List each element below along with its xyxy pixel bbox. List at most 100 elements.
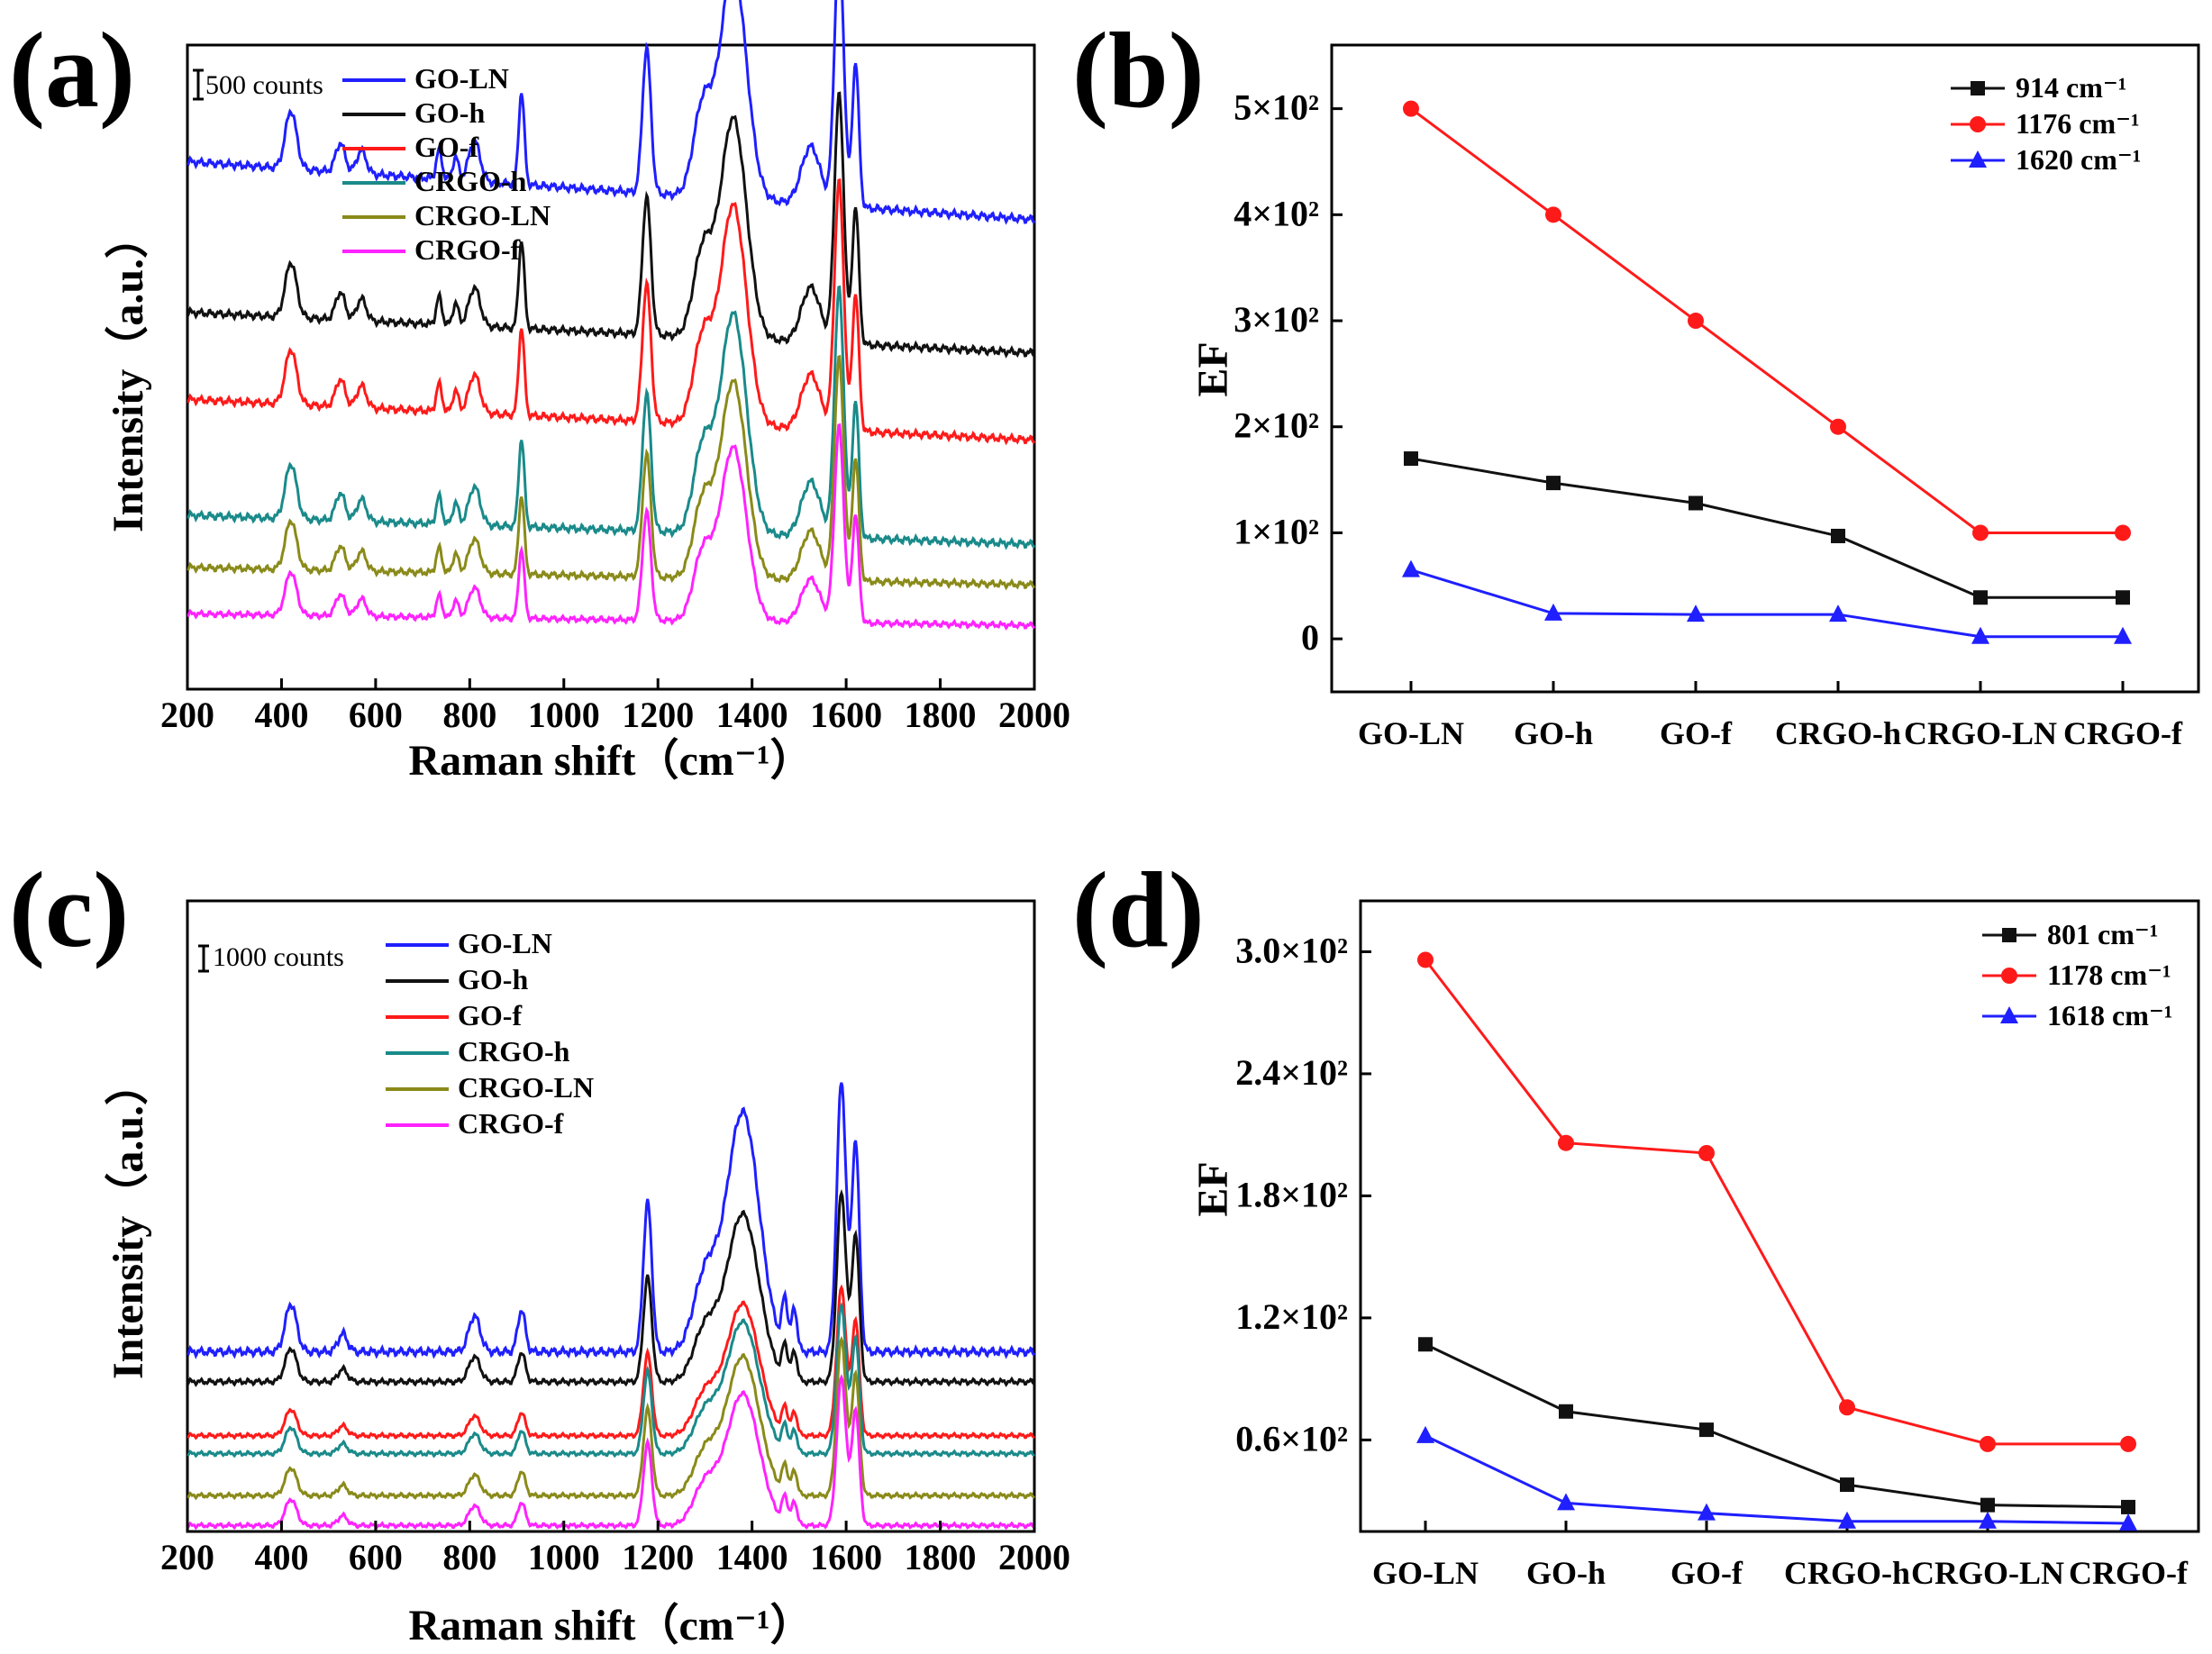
panel-d-x-category-label: CRGO-LN	[1911, 1555, 2064, 1591]
panel-c-x-tick-label: 1000	[528, 1537, 600, 1577]
panel-d-data-point	[1417, 951, 1434, 968]
panel-d-data-point	[1979, 1511, 1997, 1529]
panel-b-data-point	[1403, 100, 1419, 117]
panel-b-data-point	[1829, 604, 1847, 623]
panel-c-legend-label: CRGO-h	[458, 1035, 570, 1068]
panel-a-legend-label: GO-f	[414, 131, 478, 163]
panel-b-data-point	[1404, 451, 1418, 467]
panel-b-data-point	[1546, 476, 1561, 491]
panel-a-x-tick-label: 1400	[716, 695, 788, 735]
panel-b-data-point	[1688, 313, 1704, 330]
panel-c-x-tick-label: 1400	[716, 1537, 788, 1577]
panel-b-x-category-label: CRGO-f	[2063, 715, 2183, 751]
panel-a-label: (a)	[9, 10, 135, 130]
panel-d-data-point	[1980, 1497, 1995, 1513]
panel-d-y-tick-label: 0.6×10²	[1235, 1418, 1348, 1459]
panel-d-legend-label: 801 cm⁻¹	[2047, 918, 2158, 950]
panel-c-x-tick-label: 2000	[998, 1537, 1070, 1577]
panel-c-x-tick-label: 800	[442, 1537, 496, 1577]
panel-b-y-tick-label: 4×10²	[1233, 193, 1319, 233]
panel-b-legend-label: 914 cm⁻¹	[2016, 71, 2126, 104]
panel-a-legend-label: CRGO-h	[414, 165, 527, 197]
panel-c-label: (c)	[9, 850, 129, 969]
panel-d-y-axis-label: EF	[1189, 1161, 1237, 1216]
panel-d-data-point	[1839, 1399, 1855, 1416]
panel-c-x-tick-label: 1200	[622, 1537, 694, 1577]
panel-c-x-tick-label: 200	[160, 1537, 214, 1577]
panel-b-data-point	[1687, 604, 1705, 623]
panel-b-x-category-label: GO-h	[1514, 715, 1593, 751]
panel-c: (c) 200 400 600 800 1000 1200 1400 1600 1800 2000…	[9, 850, 1070, 1649]
panel-d-legend-label: 1618 cm⁻¹	[2047, 999, 2172, 1031]
panel-a-legend-label: CRGO-f	[414, 233, 521, 266]
panel-d-legend-marker	[2000, 1006, 2018, 1023]
panel-b-legend-label: 1620 cm⁻¹	[2016, 143, 2141, 176]
panel-b-data-point	[1972, 524, 1989, 541]
panel-c-trace-go-ln	[187, 1082, 1036, 1359]
panel-c-legend-label: GO-f	[458, 999, 522, 1031]
panel-d-series-line-2	[1425, 1434, 2129, 1525]
panel-c-x-axis-label: Raman shift（cm⁻¹）	[408, 1602, 813, 1649]
panel-a-legend-label: GO-LN	[414, 62, 509, 95]
panel-d-data-point	[1557, 1493, 1575, 1511]
panel-c-trace-crgo-ln	[187, 1335, 1036, 1501]
panel-a-x-tick-label: 2000	[998, 695, 1070, 735]
panel-c-plot-frame	[186, 899, 1036, 1533]
panel-b-data-point	[1689, 495, 1703, 511]
panel-a-x-axis-label: Raman shift（cm⁻¹）	[408, 737, 813, 785]
panel-d-plot: 0.6×10² 1.2×10² 1.8×10² 2.4×10² 3.0×10² GO-LN…	[1235, 930, 2189, 1591]
panel-b-series-line-1	[1410, 107, 2123, 534]
panel-d-legend-marker	[2001, 968, 2017, 984]
panel-b-legend-marker	[1970, 116, 1986, 132]
panel-a-scale-bar: 500 counts	[193, 68, 323, 101]
panel-a-y-axis-label: Intensity（a.u.）	[105, 215, 152, 532]
panel-b-data-point	[1971, 626, 1989, 644]
panel-a-x-tick-label: 800	[442, 695, 496, 735]
panel-a-trace-crgo-h	[187, 285, 1036, 550]
panel-b-legend-marker	[1971, 81, 1985, 95]
panel-c-traces	[187, 1082, 1036, 1531]
panel-c-x-tick-label: 400	[254, 1537, 308, 1577]
panel-b: (b) 0 1×10² 2×10² 3×10² 4×10² 5×10² GO-LN GO-h G…	[1072, 10, 2200, 751]
panel-a: (a) 200 400 600 800 1000 1200 1400 1600 1800 2000…	[9, 0, 1070, 785]
panel-b-data-point	[2115, 524, 2131, 541]
panel-b-legend-marker	[1969, 150, 1987, 168]
panel-b-data-point	[2114, 626, 2132, 644]
panel-a-legend-label: GO-h	[414, 96, 485, 129]
panel-c-legend-label: CRGO-LN	[458, 1071, 594, 1104]
panel-c-scale-bar-label: 1000 counts	[213, 942, 344, 972]
panel-a-x-tick-label: 1200	[622, 695, 694, 735]
panel-a-x-tick-label: 200	[160, 695, 214, 735]
panel-b-x-category-label: CRGO-LN	[1904, 715, 2057, 751]
panel-b-data-point	[1402, 559, 1420, 577]
panel-c-y-axis-label: Intensity（a.u.）	[105, 1062, 152, 1379]
panel-d-data-point	[1698, 1503, 1716, 1521]
panel-d-y-tick-label: 1.8×10²	[1235, 1174, 1348, 1214]
panel-d-y-tick-label: 2.4×10²	[1235, 1052, 1348, 1093]
panel-d-data-point	[1840, 1477, 1854, 1493]
panel-c-x-tick-label: 600	[349, 1537, 403, 1577]
panel-b-y-tick-label: 2×10²	[1233, 405, 1319, 446]
panel-b-data-point	[1545, 206, 1561, 223]
panel-b-series-line-2	[1410, 568, 2123, 639]
panel-d-data-point	[1559, 1404, 1573, 1419]
panel-d-data-point	[1416, 1425, 1434, 1443]
panel-d-x-category-label: GO-h	[1526, 1555, 1606, 1591]
panel-d-series-line-1	[1424, 959, 2128, 1446]
panel-d-plot-frame	[1359, 899, 2200, 1533]
panel-d-series-line-0	[1425, 1342, 2129, 1509]
panel-b-data-point	[1973, 590, 1988, 605]
panel-c-x-tick-label: 1600	[810, 1537, 882, 1577]
panel-a-legend-label: CRGO-LN	[414, 199, 551, 232]
panel-b-y-tick-label: 1×10²	[1233, 511, 1319, 551]
panel-d-data-point	[1558, 1134, 1574, 1151]
panel-a-scale-bar-label: 500 counts	[205, 70, 323, 100]
panel-c-trace-go-h	[187, 1188, 1036, 1387]
panel-a-x-tick-label: 1000	[528, 695, 600, 735]
panel-d-data-point	[1838, 1511, 1856, 1529]
panel-b-data-point	[1831, 528, 1845, 543]
panel-d-x-category-label: CRGO-h	[1784, 1555, 1910, 1591]
